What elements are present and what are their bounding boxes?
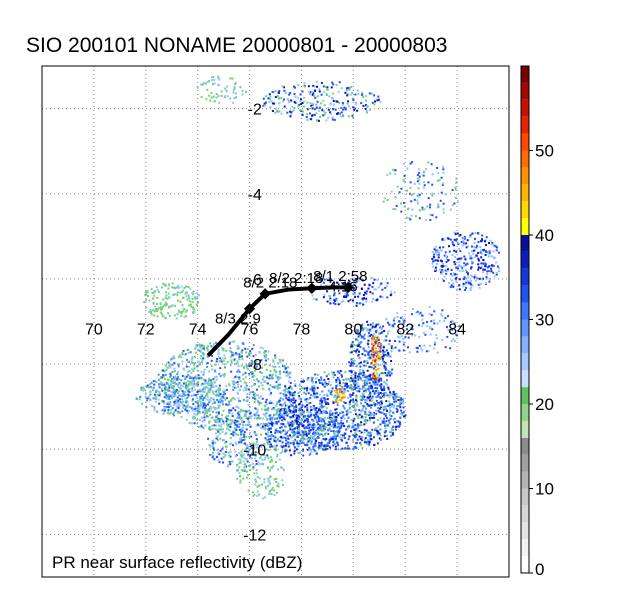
latitude-label: -12 <box>243 527 266 544</box>
colorbar-segment <box>521 184 529 202</box>
longitude-label: 74 <box>189 321 207 338</box>
colorbar-segment <box>521 404 529 421</box>
track-marker <box>259 288 271 300</box>
track-line <box>206 285 349 357</box>
colorbar-tick-label: 30 <box>535 311 554 330</box>
colorbar-segment <box>521 353 529 371</box>
track-time-label: 8/1 2:58 <box>313 268 367 285</box>
track-time-label: 4:16 <box>328 279 357 296</box>
colorbar-segment <box>521 336 529 354</box>
colorbar-segment <box>521 488 529 506</box>
longitude-label: 76 <box>241 321 259 338</box>
colorbar-segment <box>521 420 529 438</box>
latitude-label: -8 <box>248 357 262 374</box>
colorbar-segment <box>521 116 529 134</box>
colorbar-tick-label: 10 <box>535 480 554 499</box>
track-time-label: 8/3 2:9 <box>215 311 261 328</box>
colorbar-segment <box>521 201 529 219</box>
colorbar-segment <box>521 251 529 269</box>
colorbar-segment <box>521 319 529 337</box>
colorbar-tick-label: 20 <box>535 395 554 414</box>
colorbar-tick-label: 40 <box>535 226 554 245</box>
colorbar-segment <box>521 437 529 455</box>
longitude-labels: 70 72 74 76 78 80 82 84 <box>85 321 466 338</box>
longitude-label: 80 <box>344 321 362 338</box>
colorbar-segment <box>521 66 529 83</box>
longitude-label: 82 <box>396 321 414 338</box>
track-time-label: 8/2 2:18 <box>243 274 297 291</box>
colorbar <box>520 65 530 574</box>
colorbar-tick-label: 50 <box>535 142 554 161</box>
colorbar-segment <box>521 99 529 117</box>
reflectivity-field <box>135 75 500 500</box>
longitude-label: 72 <box>137 321 155 338</box>
colorbar-segment <box>521 370 529 388</box>
colorbar-segment <box>521 471 529 489</box>
colorbar-tick-labels: 0 10 20 30 40 50 <box>529 142 554 579</box>
colorbar-segment <box>521 522 529 540</box>
latitude-label: -6 <box>248 272 262 289</box>
colorbar-segment <box>521 218 529 235</box>
colorbar-tick-label: 0 <box>535 560 544 579</box>
track-marker <box>243 303 256 315</box>
map-caption: PR near surface reflectivity (dBZ) <box>52 553 302 572</box>
colorbar-segment <box>521 285 529 303</box>
track-marker <box>306 282 318 294</box>
plot-frame <box>41 65 510 578</box>
track-marker <box>342 281 354 294</box>
colorbar-segment <box>521 556 529 573</box>
colorbar-segment <box>521 150 529 168</box>
latitude-label: -4 <box>248 187 262 204</box>
colorbar-segment <box>521 505 529 523</box>
track-time-label: 8/2 2:18 <box>269 270 323 287</box>
colorbar-segment <box>521 268 529 286</box>
colorbar-segment <box>521 133 529 151</box>
latitude-label: -2 <box>248 102 262 119</box>
colorbar-segment <box>521 302 529 320</box>
colorbar-segment <box>521 454 529 472</box>
map-title: SIO 200101 NONAME 20000801 - 20000803 <box>26 34 448 57</box>
latitude-label: -10 <box>243 442 266 459</box>
colorbar-segment <box>521 235 529 252</box>
colorbar-segment <box>521 387 529 404</box>
storm-track <box>206 281 354 357</box>
colorbar-segment <box>521 167 529 185</box>
longitude-label: 84 <box>448 321 466 338</box>
track-labels: 8/3 2:98/2 2:188/2 2:188/1 2:584:16 <box>215 268 368 328</box>
colorbar-segment <box>521 82 529 100</box>
latitude-labels: -2 -4 -6 -8 -10 -12 <box>243 102 266 545</box>
colorbar-segment <box>521 539 529 557</box>
longitude-label: 78 <box>293 321 311 338</box>
longitude-label: 70 <box>85 321 103 338</box>
